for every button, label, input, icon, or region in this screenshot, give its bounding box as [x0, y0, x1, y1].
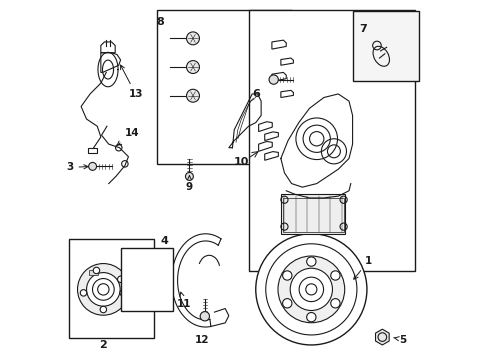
Circle shape: [77, 264, 129, 315]
Bar: [283, 198, 343, 232]
Circle shape: [290, 268, 333, 310]
Text: 3: 3: [66, 162, 88, 172]
Circle shape: [80, 290, 87, 296]
Text: 6: 6: [252, 89, 260, 99]
Circle shape: [307, 257, 316, 266]
Circle shape: [331, 298, 340, 308]
Text: 2: 2: [99, 340, 107, 350]
Bar: [88, 148, 97, 153]
Text: 13: 13: [121, 65, 143, 99]
Bar: [248, 10, 416, 271]
Text: 12: 12: [195, 334, 209, 345]
Circle shape: [283, 271, 292, 280]
Circle shape: [89, 162, 97, 170]
Bar: [281, 194, 345, 234]
Text: 9: 9: [186, 176, 193, 192]
Text: 14: 14: [117, 129, 139, 145]
Text: 7: 7: [360, 24, 367, 35]
Circle shape: [131, 258, 139, 266]
Circle shape: [307, 312, 316, 322]
Circle shape: [283, 298, 292, 308]
Circle shape: [200, 312, 210, 321]
Text: 11: 11: [177, 292, 191, 309]
Circle shape: [100, 306, 107, 313]
Circle shape: [187, 32, 199, 45]
Circle shape: [186, 172, 194, 180]
Text: 10: 10: [233, 157, 248, 167]
Text: 4: 4: [160, 236, 168, 246]
Bar: [89, 270, 98, 275]
Bar: [157, 10, 292, 164]
Circle shape: [131, 275, 139, 283]
Circle shape: [131, 273, 139, 280]
Circle shape: [269, 75, 278, 84]
Bar: [122, 248, 173, 311]
Circle shape: [120, 290, 126, 296]
Circle shape: [256, 234, 367, 345]
Polygon shape: [375, 329, 389, 345]
Circle shape: [87, 273, 120, 306]
Circle shape: [118, 276, 124, 283]
Circle shape: [187, 89, 199, 102]
Text: 1: 1: [354, 256, 372, 279]
Circle shape: [93, 267, 99, 274]
Bar: [69, 239, 153, 338]
Circle shape: [187, 60, 199, 73]
Circle shape: [278, 256, 344, 323]
Circle shape: [131, 293, 139, 301]
Text: 5: 5: [393, 334, 406, 345]
Text: 8: 8: [157, 17, 165, 27]
Bar: [353, 12, 419, 81]
Circle shape: [331, 271, 340, 280]
